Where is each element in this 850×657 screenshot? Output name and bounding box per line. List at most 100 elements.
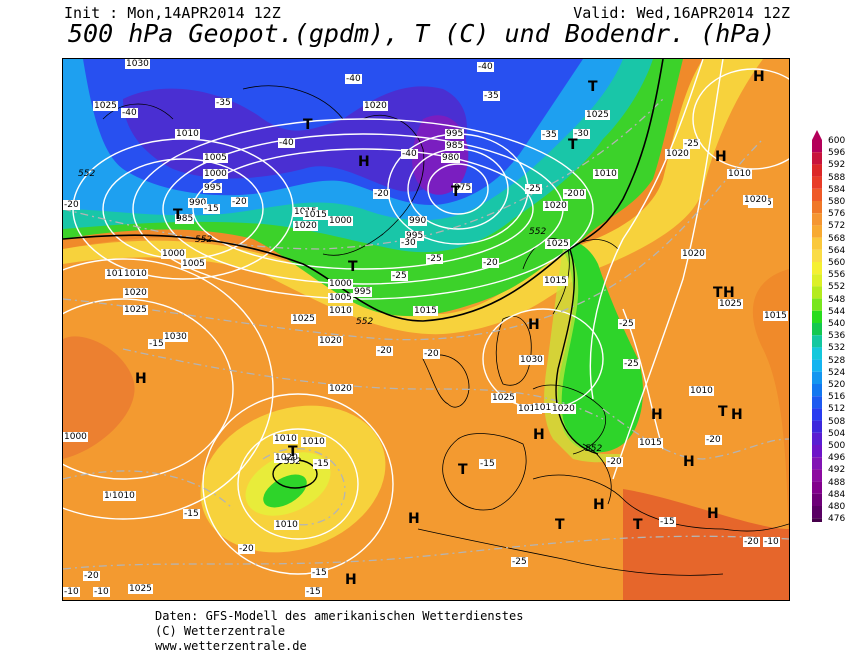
weather-map: 1030102510101005100099599098510101000100… [62,58,790,601]
temperature-label: -15 [659,517,676,527]
temperature-label: -40 [401,149,418,159]
temperature-label: -20 [238,544,255,554]
isobar-label: 1020 [293,221,318,231]
isobar-label: 1015 [763,311,788,321]
isobar-label: 1020 [543,201,568,211]
isobar-label: 1005 [181,259,206,269]
isobar-label: 1010 [689,386,714,396]
temperature-label: -40 [477,62,494,72]
legend-swatch [812,274,822,287]
isobar-label: 1000 [203,169,228,179]
legend-label: 572 [828,221,846,232]
temperature-label: -20 [482,258,499,268]
legend-label: 516 [828,392,846,403]
isobar-label: 1015 [638,438,663,448]
coastlines [102,85,789,576]
isobar-label: 1030 [163,332,188,342]
legend-label: 488 [828,477,846,488]
temperature-label: -15 [183,509,200,519]
legend-swatch [812,408,822,421]
legend-swatch [812,347,822,360]
legend-label: 568 [828,233,846,244]
legend-swatch [812,152,822,165]
temp-isotherms [63,98,789,570]
temperature-label: -20 [83,571,100,581]
temperature-label: -20 [373,189,390,199]
isobar-label: 1020 [665,149,690,159]
isobar-label: 1000 [63,432,88,442]
isobar-label: 1025 [128,584,153,594]
legend-swatch [812,164,822,177]
legend-swatch [812,506,822,519]
temperature-label: -20 [563,189,580,199]
isobar-label: 1025 [491,393,516,403]
isobar-label: 995 [353,287,373,297]
low-pressure-marker: T [713,285,723,301]
high-pressure-marker: H [683,454,695,470]
isobar-label: 980 [441,153,461,163]
isobar-label: 1010 [533,403,558,413]
high-pressure-marker: H [358,154,370,170]
geopotential-label: 552 [356,317,374,327]
legend-swatch [812,286,822,299]
high-pressure-marker: H [651,407,663,423]
legend-label: 584 [828,184,846,195]
high-pressure-marker: H [723,285,735,301]
low-pressure-marker: T [288,444,298,460]
isobar-label: 1020 [551,404,576,414]
legend-swatch [812,310,822,323]
temperature-label: -40 [121,108,138,118]
temperature-label: -20 [376,346,393,356]
isobar-label: 995 [203,183,223,193]
legend-label: 492 [828,465,846,476]
isobar-label: 1020 [328,384,353,394]
high-pressure-marker: H [135,371,147,387]
isobar-label: 1025 [123,305,148,315]
isobar-label: 990 [188,198,208,208]
low-pressure-marker: T [718,404,728,420]
temperature-label: -35 [483,91,500,101]
legend-label: 596 [828,148,846,159]
legend-swatch [812,359,822,372]
legend-bar [812,130,822,522]
legend-label: 548 [828,294,846,305]
high-pressure-marker: H [707,506,719,522]
legend-swatch [812,396,822,409]
isobar-label: 995 [445,129,465,139]
geopotential-label: 552 [195,235,213,245]
isobar-label: 1030 [125,59,150,69]
temperature-label: -10 [93,587,110,597]
high-pressure-marker: H [715,149,727,165]
legend-swatch [812,201,822,214]
temperature-label: -25 [525,184,542,194]
legend-swatch [812,237,822,250]
legend-label: 580 [828,197,846,207]
geopot-552 [63,59,664,322]
footer-url[interactable]: www.wetterzentrale.de [155,639,307,653]
isobar-label: 1015 [413,306,438,316]
temperature-label: -25 [391,271,408,281]
low-pressure-marker: T [568,137,578,153]
isobar-label: 1010 [593,169,618,179]
isobar-label: 1025 [93,101,118,111]
legend-label: 536 [828,331,846,342]
temperature-label: -20 [63,200,80,210]
isobar-label: 1030 [519,355,544,365]
temperature-label: -15 [305,587,322,597]
high-pressure-marker: H [528,317,540,333]
isobar-label: 1005 [203,153,228,163]
isobar-label: 1015 [543,276,568,286]
isobar-label: 1015 [303,210,328,220]
legend-swatch [812,176,822,189]
legend-swatch [812,384,822,397]
legend-swatch [812,323,822,336]
low-pressure-marker: T [633,517,643,533]
legend-swatch [812,432,822,445]
legend-label: 476 [828,514,846,525]
temperature-label: -25 [426,254,443,264]
map-canvas [63,59,789,600]
isobar-label: 1020 [274,453,299,463]
isobar-label: 995 [405,231,425,241]
legend-swatch [812,518,822,522]
temperature-label: -15 [311,568,328,578]
